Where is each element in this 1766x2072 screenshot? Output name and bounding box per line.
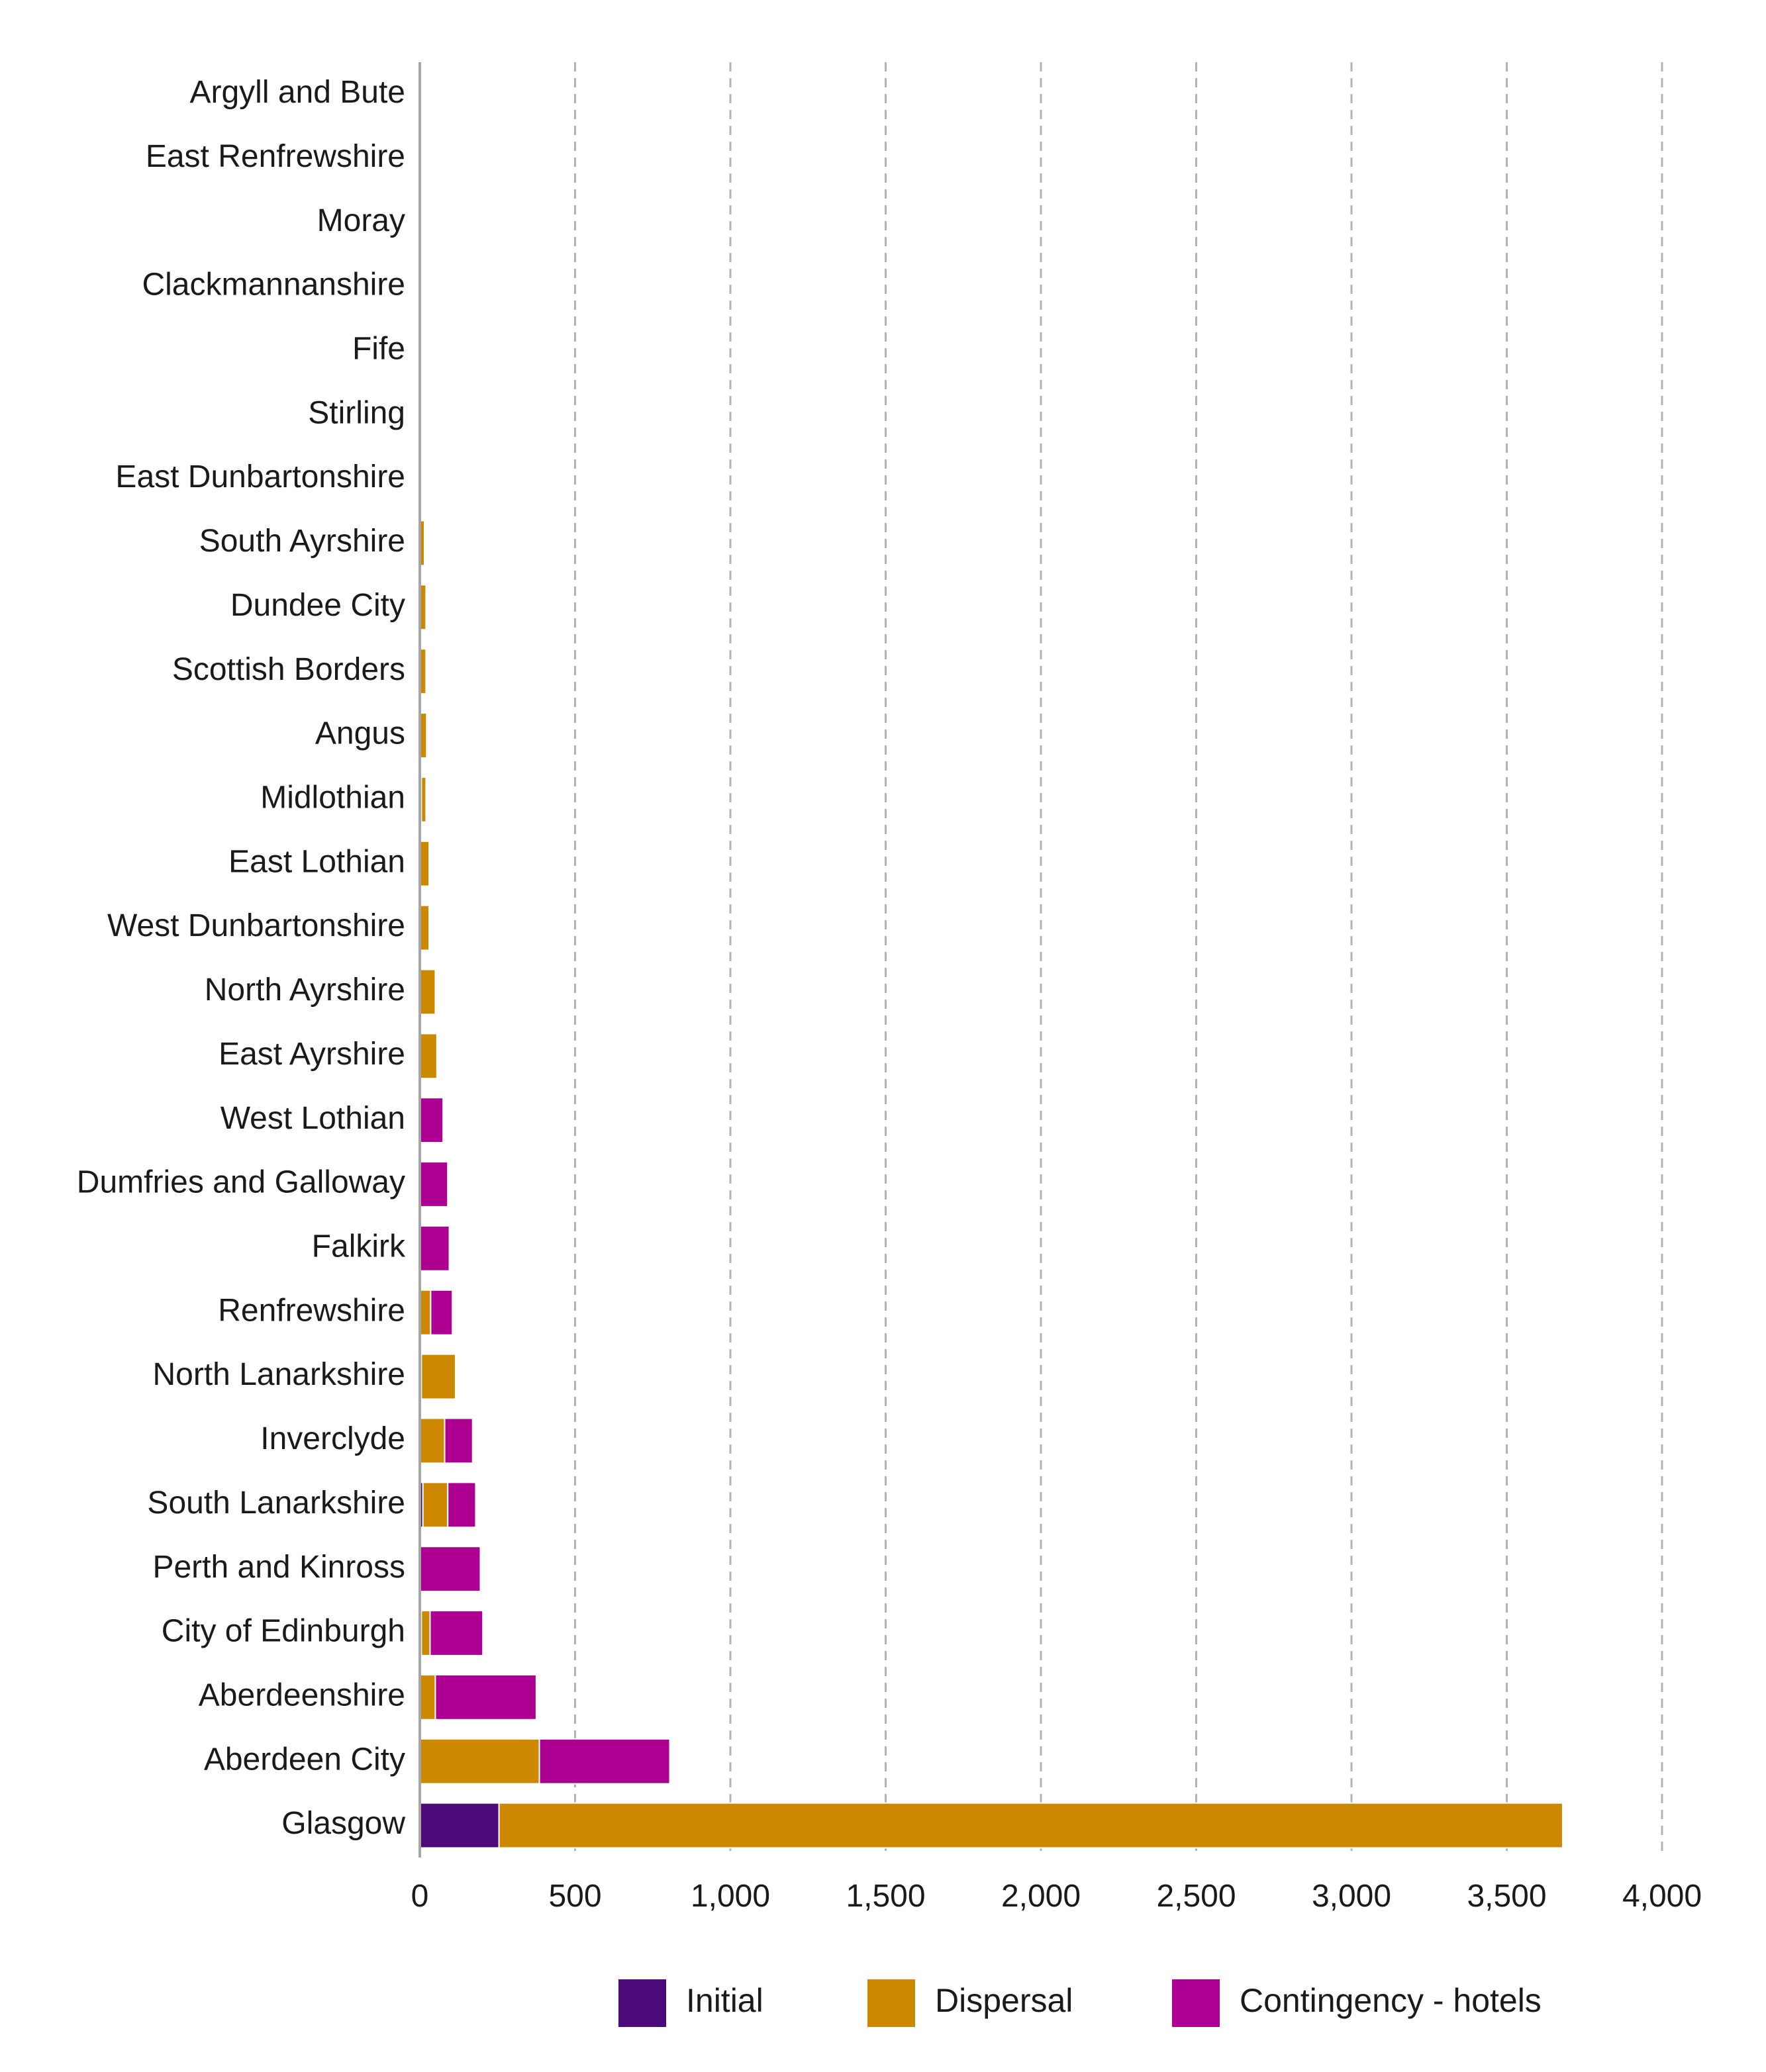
category-label-stirling: Stirling — [308, 395, 405, 430]
category-label-fife: Fife — [352, 332, 405, 367]
x-tick-labels: 0 500 1,000 1,500 2,000 2,500 3,000 3,500 4,000 — [411, 1879, 1702, 1914]
x-tick-label-3000: 3,000 — [1312, 1879, 1391, 1914]
bar-renfrewshire-dispersal — [419, 1289, 432, 1336]
bar-west-lothian-contingency-hotels — [419, 1097, 444, 1144]
legend-label-dispersal: Dispersal — [935, 1982, 1073, 2019]
category-label-west-lothian: West Lothian — [221, 1101, 405, 1136]
category-label-city-of-edinburgh: City of Edinburgh — [162, 1614, 405, 1649]
bar-south-lanarkshire-contingency-hotels — [447, 1482, 477, 1529]
bar-east-ayrshire-dispersal — [419, 1033, 438, 1080]
x-tick-label-0: 0 — [411, 1879, 429, 1914]
category-label-scottish-borders: Scottish Borders — [172, 652, 405, 687]
category-label-south-ayrshire: South Ayrshire — [199, 524, 405, 559]
bar-north-lanarkshire-dispersal — [420, 1353, 456, 1400]
category-label-aberdeen-city: Aberdeen City — [204, 1742, 405, 1777]
category-label-moray: Moray — [317, 203, 405, 238]
bar-perth-and-kinross-contingency-hotels — [419, 1546, 481, 1593]
bar-aberdeen-city-contingency-hotels — [538, 1738, 671, 1785]
bar-renfrewshire-contingency-hotels — [430, 1289, 454, 1336]
bar-east-lothian-dispersal — [419, 840, 430, 887]
category-label-east-lothian: East Lothian — [228, 844, 405, 879]
bar-dumfries-and-galloway-contingency-hotels — [419, 1161, 449, 1207]
x-tick-label-500: 500 — [548, 1879, 601, 1914]
x-tick-label-1500: 1,500 — [846, 1879, 925, 1914]
category-label-east-dunbartonshire: East Dunbartonshire — [115, 459, 405, 494]
category-label-falkirk: Falkirk — [312, 1229, 406, 1264]
legend-label-contingency-hotels: Contingency - hotels — [1240, 1982, 1542, 2019]
legend-label-initial: Initial — [686, 1982, 763, 2019]
bar-inverclyde-dispersal — [419, 1417, 446, 1464]
bar-inverclyde-contingency-hotels — [444, 1417, 473, 1464]
legend-swatch-contingency-hotels — [1172, 1979, 1220, 2027]
grid-lines — [574, 62, 1663, 1858]
bar-glasgow-initial — [419, 1802, 500, 1849]
bar-north-ayrshire-dispersal — [419, 968, 436, 1015]
category-label-aberdeenshire: Aberdeenshire — [199, 1678, 405, 1713]
category-label-argyll-and-bute: Argyll and Bute — [189, 75, 405, 110]
category-label-west-dunbartonshire: West Dunbartonshire — [107, 908, 405, 943]
bar-west-dunbartonshire-dispersal — [419, 904, 430, 951]
legend: Initial Dispersal Contingency - hotels — [618, 1979, 1542, 2027]
category-labels: Argyll and Bute East Renfrewshire Moray Cla… — [77, 75, 406, 1841]
category-label-north-ayrshire: North Ayrshire — [205, 972, 405, 1008]
x-tick-label-2000: 2,000 — [1001, 1879, 1081, 1914]
legend-swatch-initial — [618, 1979, 666, 2027]
bar-south-lanarkshire-dispersal — [422, 1482, 449, 1529]
x-tick-label-4000: 4,000 — [1622, 1879, 1702, 1914]
category-label-south-lanarkshire: South Lanarkshire — [147, 1485, 405, 1521]
legend-swatch-dispersal — [867, 1979, 915, 2027]
category-label-renfrewshire: Renfrewshire — [218, 1293, 405, 1328]
bar-city-of-edinburgh-dispersal — [420, 1610, 431, 1656]
category-label-east-renfrewshire: East Renfrewshire — [146, 139, 405, 174]
x-tick-label-2500: 2,500 — [1156, 1879, 1236, 1914]
category-label-angus: Angus — [315, 716, 405, 751]
category-label-perth-and-kinross: Perth and Kinross — [152, 1550, 405, 1585]
category-label-dumfries-and-galloway: Dumfries and Galloway — [77, 1165, 405, 1200]
bar-glasgow-dispersal — [498, 1802, 1563, 1849]
bar-aberdeenshire-contingency-hotels — [434, 1673, 537, 1720]
category-label-inverclyde: Inverclyde — [260, 1421, 405, 1456]
category-label-dundee-city: Dundee City — [230, 588, 405, 623]
category-label-glasgow: Glasgow — [281, 1806, 405, 1841]
x-tick-label-1000: 1,000 — [691, 1879, 770, 1914]
x-tick-label-3500: 3,500 — [1467, 1879, 1546, 1914]
category-label-midlothian: Midlothian — [260, 780, 405, 816]
bar-city-of-edinburgh-contingency-hotels — [429, 1610, 484, 1656]
category-label-clackmannanshire: Clackmannanshire — [142, 267, 405, 303]
bars — [419, 455, 1563, 1849]
bar-falkirk-contingency-hotels — [419, 1225, 450, 1272]
bar-midlothian-dispersal — [420, 776, 427, 823]
bar-aberdeen-city-dispersal — [419, 1738, 540, 1785]
bar-aberdeenshire-dispersal — [419, 1673, 436, 1720]
category-label-east-ayrshire: East Ayrshire — [219, 1037, 405, 1072]
category-label-north-lanarkshire: North Lanarkshire — [152, 1357, 405, 1392]
